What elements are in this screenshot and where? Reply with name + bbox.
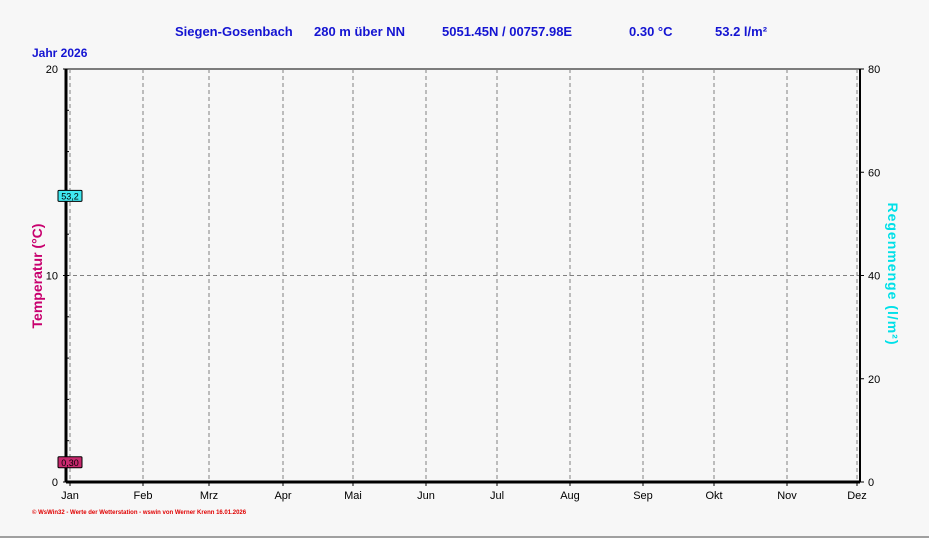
x-tick-label: Dez <box>847 490 867 502</box>
y2-tick-label: 0 <box>868 477 874 489</box>
footer-credit: © WsWin32 - Werte der Wetterstation - ws… <box>32 510 247 516</box>
value-marker <box>57 456 83 469</box>
y-tick-label: 20 <box>46 64 58 76</box>
value-marker-label: 0,30 <box>61 458 79 468</box>
y2-tick-label: 60 <box>868 167 880 179</box>
x-tick-label: Sep <box>633 490 653 502</box>
value-marker <box>57 189 83 202</box>
x-tick-label: Feb <box>134 490 153 502</box>
x-tick-label: Nov <box>777 490 797 502</box>
value-marker-label: 53,2 <box>61 191 79 201</box>
x-tick-label: Okt <box>705 490 722 502</box>
x-tick-label: Jan <box>61 490 79 502</box>
x-tick-label: Mrz <box>200 490 218 502</box>
y-tick-label: 10 <box>46 271 58 283</box>
altitude: 280 m über NN <box>314 24 406 39</box>
year-label: Jahr 2026 <box>32 46 88 60</box>
station-name: Siegen-Gosenbach <box>175 24 293 39</box>
x-tick-label: Aug <box>560 490 580 502</box>
y-axis-title: Temperatur (°C) <box>29 224 45 329</box>
y2-tick-label: 80 <box>868 64 880 76</box>
y-tick-label: 0 <box>52 477 58 489</box>
x-tick-label: Jul <box>490 490 504 502</box>
divider <box>0 536 929 538</box>
current-temp: 0.30 °C <box>629 24 673 39</box>
y2-tick-label: 40 <box>868 271 880 283</box>
y2-tick-label: 20 <box>868 374 880 386</box>
current-rain: 53.2 l/m² <box>715 24 768 39</box>
x-tick-label: Jun <box>417 490 435 502</box>
y2-axis-title: Regenmenge (l/m²) <box>885 202 901 345</box>
x-tick-label: Mai <box>344 490 362 502</box>
x-tick-label: Apr <box>274 490 291 502</box>
coordinates: 5051.45N / 00757.98E <box>442 24 573 39</box>
